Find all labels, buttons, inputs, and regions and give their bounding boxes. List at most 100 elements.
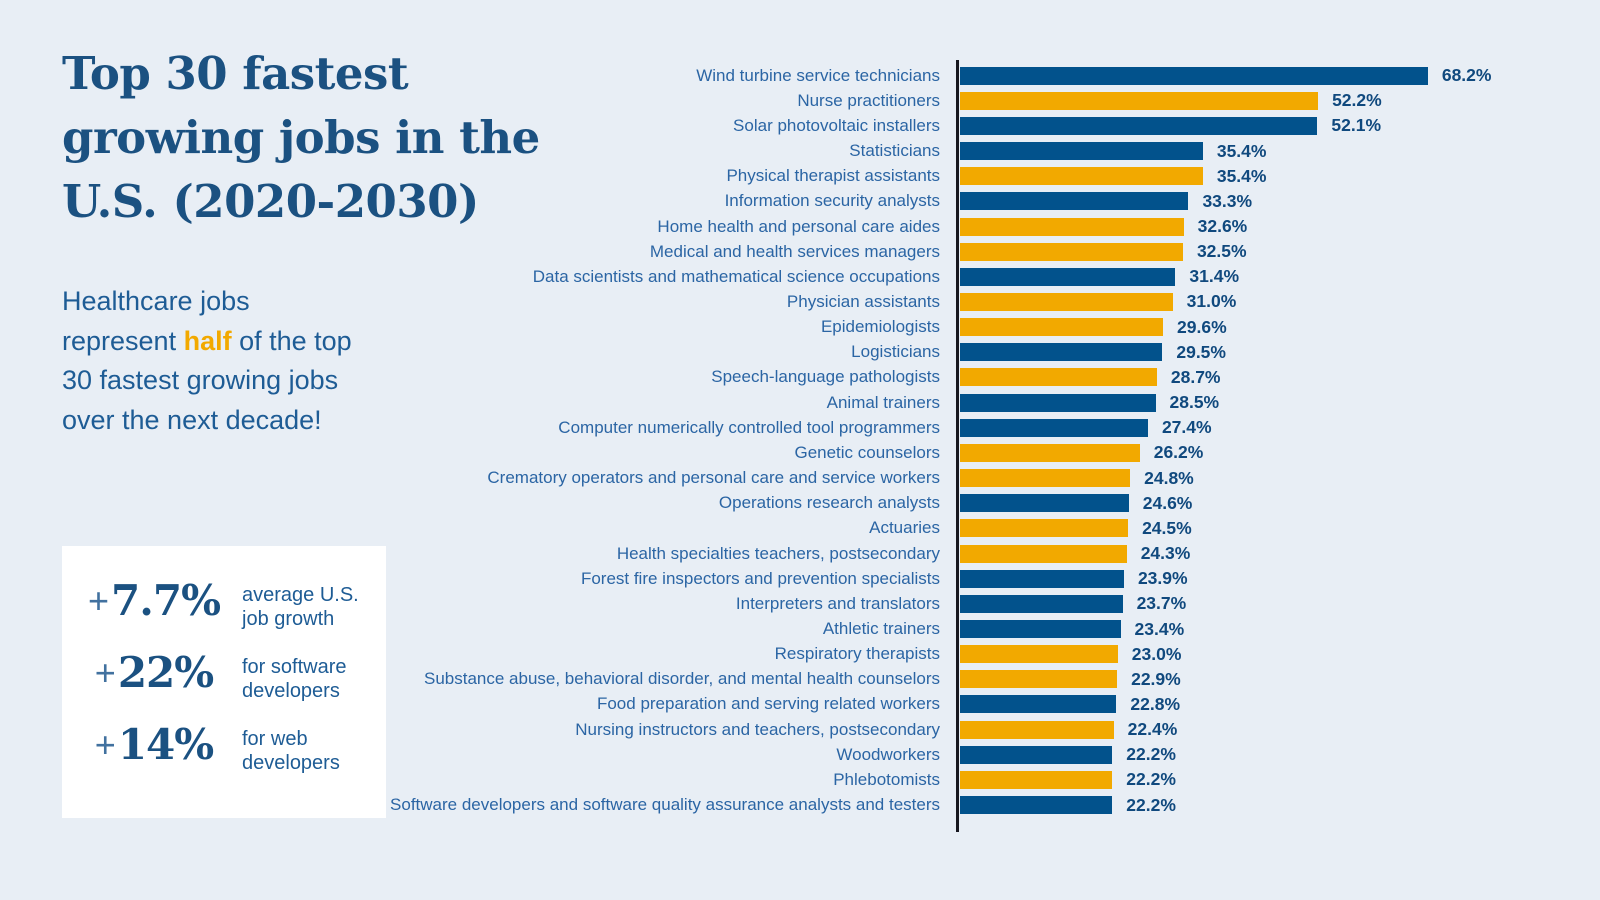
bar	[960, 720, 1114, 739]
bar	[960, 645, 1118, 664]
bar	[960, 670, 1118, 689]
bar	[960, 217, 1184, 236]
page-title: Top 30 fastest growing jobs in the U.S. …	[62, 42, 540, 234]
chart-row: Nurse practitioners 52.2%	[0, 88, 1600, 113]
bar-value: 23.9%	[1137, 568, 1188, 589]
stat-value: 14%	[117, 720, 214, 769]
chart-row: Actuaries 24.5%	[0, 516, 1600, 541]
chart-axis	[956, 60, 959, 832]
bar	[960, 569, 1124, 588]
bar-label: Data scientists and mathematical science…	[532, 266, 940, 286]
bar-value: 35.4%	[1216, 165, 1267, 186]
bar	[960, 167, 1203, 186]
chart-row: Computer numerically controlled tool pro…	[0, 415, 1600, 440]
bar-value: 22.2%	[1126, 744, 1176, 765]
bar	[960, 267, 1176, 286]
bar-label: Computer numerically controlled tool pro…	[558, 417, 940, 437]
page-title-line: U.S. (2020-2030)	[62, 175, 479, 228]
stat-row-software-developers: + 22% for software developers	[80, 648, 376, 703]
bar-label: Health specialties teachers, postseconda…	[616, 543, 940, 563]
chart-row: Animal trainers 28.5%	[0, 390, 1600, 415]
bar-value: 27.4%	[1161, 417, 1212, 438]
bar	[960, 192, 1189, 211]
bar-label: Home health and personal care aides	[657, 216, 940, 236]
chart-row: Nursing instructors and teachers, postse…	[0, 717, 1600, 742]
bar	[960, 519, 1129, 538]
chart-row: Respiratory therapists 23.0%	[0, 642, 1600, 667]
bar	[960, 544, 1127, 563]
bar-label: Woodworkers	[836, 744, 940, 764]
chart-row: Genetic counselors 26.2%	[0, 440, 1600, 465]
chart-row: Interpreters and translators 23.7%	[0, 591, 1600, 616]
bar-label: Respiratory therapists	[774, 644, 940, 664]
bar-label: Genetic counselors	[794, 442, 940, 462]
page-title-line: Top 30 fastest	[62, 47, 409, 100]
chart-row: Substance abuse, behavioral disorder, an…	[0, 667, 1600, 692]
bar-label: Nursing instructors and teachers, postse…	[575, 719, 940, 739]
bar-value: 26.2%	[1153, 442, 1204, 463]
chart-row: Phlebotomists 22.2%	[0, 767, 1600, 792]
bar-label: Software developers and software quality…	[390, 795, 940, 815]
bar-label: Interpreters and translators	[735, 593, 940, 613]
bar-value: 22.8%	[1130, 693, 1181, 714]
plus-sign: +	[94, 724, 116, 765]
bar-value: 22.9%	[1131, 668, 1181, 689]
bar-label: Food preparation and serving related wor…	[596, 694, 940, 714]
stat-row-avg-job-growth: + 7.7% average U.S. job growth	[80, 576, 376, 631]
bar-value: 35.4%	[1216, 140, 1267, 161]
bar	[960, 242, 1183, 261]
bar-label: Solar photovoltaic installers	[733, 115, 940, 135]
bar-label: Actuaries	[869, 518, 940, 538]
bar	[960, 770, 1113, 789]
bar-value: 23.7%	[1136, 593, 1187, 614]
stat-number: + 14%	[80, 720, 228, 769]
stat-number: + 22%	[80, 648, 228, 697]
bar-value: 23.4%	[1134, 618, 1185, 639]
stats-card: + 7.7% average U.S. job growth + 22% for…	[62, 546, 386, 818]
bar-value: 22.4%	[1127, 719, 1178, 740]
bar	[960, 393, 1156, 412]
bar-label: Wind turbine service technicians	[696, 65, 940, 85]
bar-value: 31.4%	[1189, 266, 1240, 287]
bar-label: Physical therapist assistants	[726, 166, 940, 186]
stat-value: 7.7%	[111, 576, 221, 625]
bar	[960, 494, 1129, 513]
chart-row: Speech-language pathologists 28.7%	[0, 365, 1600, 390]
chart-row: Health specialties teachers, postseconda…	[0, 541, 1600, 566]
chart-row: Home health and personal care aides 32.6%	[0, 214, 1600, 239]
bar	[960, 368, 1157, 387]
bar-label: Substance abuse, behavioral disorder, an…	[423, 669, 940, 689]
bar-label: Speech-language pathologists	[711, 367, 940, 387]
bar-value: 32.6%	[1197, 216, 1248, 237]
bar-value: 23.0%	[1131, 643, 1182, 664]
stat-row-web-developers: + 14% for web developers	[80, 720, 376, 775]
bar-value: 24.3%	[1140, 543, 1191, 564]
bar-label: Statisticians	[849, 141, 940, 161]
bar	[960, 343, 1163, 362]
bar	[960, 318, 1164, 337]
bar	[960, 745, 1113, 764]
bar-label: Phlebotomists	[833, 769, 940, 789]
bar-chart: Wind turbine service technicians 68.2% Nur…	[0, 60, 1600, 832]
bar	[960, 142, 1203, 161]
bar-value: 52.2%	[1332, 90, 1382, 111]
chart-row: Data scientists and mathematical science…	[0, 264, 1600, 289]
subtitle-post: of the top 30 fastest growing jobs over …	[62, 325, 352, 435]
bar-value: 52.1%	[1331, 115, 1382, 136]
bar-label: Logisticians	[851, 342, 940, 362]
chart-row: Athletic trainers 23.4%	[0, 616, 1600, 641]
chart-row: Epidemiologists 29.6%	[0, 315, 1600, 340]
chart-row: Information security analysts 33.3%	[0, 189, 1600, 214]
bar	[960, 594, 1123, 613]
bar-value: 31.0%	[1186, 291, 1237, 312]
bar-value: 33.3%	[1202, 190, 1253, 211]
chart-row: Operations research analysts 24.6%	[0, 491, 1600, 516]
bar-label: Medical and health services managers	[649, 241, 940, 261]
bar-label: Information security analysts	[724, 191, 940, 211]
bar	[960, 443, 1140, 462]
bar	[960, 796, 1113, 815]
bar	[960, 620, 1121, 639]
stat-number: + 7.7%	[80, 576, 228, 625]
chart-row: Physician assistants 31.0%	[0, 289, 1600, 314]
subtitle-pre: Healthcare jobs represent	[62, 286, 250, 356]
